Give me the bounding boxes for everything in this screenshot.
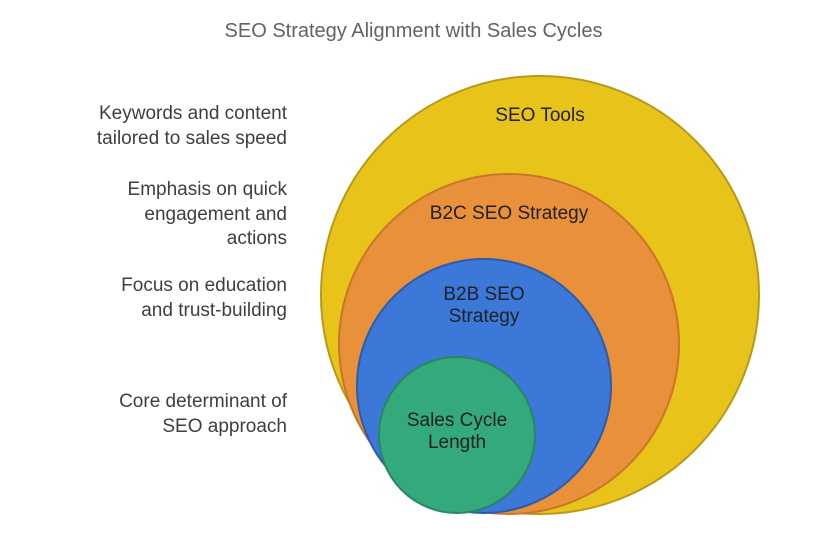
- diagram-title: SEO Strategy Alignment with Sales Cycles: [225, 20, 603, 43]
- side-label-3: Core determinant ofSEO approach: [119, 390, 287, 439]
- circle-third-label: B2B SEOStrategy: [358, 284, 610, 328]
- side-label-1: Emphasis on quickengagement andactions: [128, 178, 287, 252]
- circle-second-label: B2C SEO Strategy: [340, 203, 678, 225]
- side-label-0: Keywords and contenttailored to sales sp…: [97, 102, 287, 151]
- circle-inner-label: Sales CycleLength: [380, 410, 534, 454]
- circle-outer-label: SEO Tools: [322, 105, 758, 127]
- side-label-2: Focus on educationand trust-building: [121, 274, 287, 323]
- circle-inner: Sales CycleLength: [378, 356, 536, 514]
